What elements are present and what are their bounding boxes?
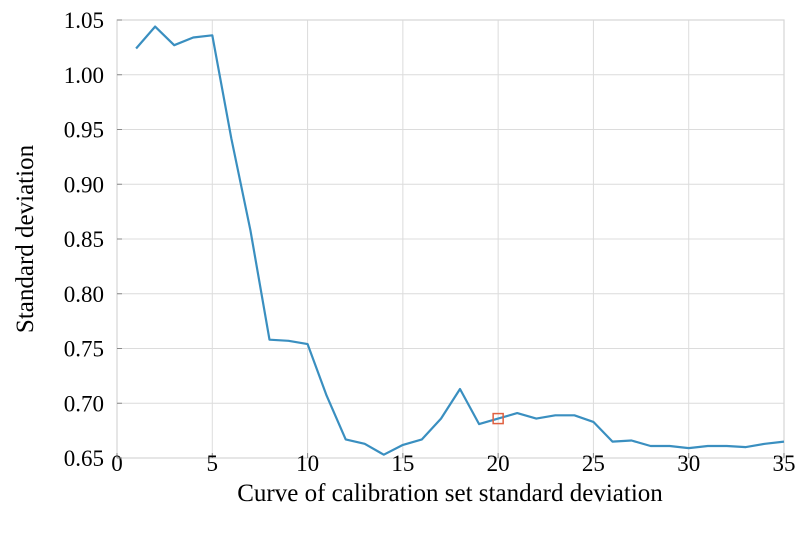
highlight-marker xyxy=(492,412,504,425)
x-axis-title: Curve of calibration set standard deviat… xyxy=(237,480,663,507)
x-tick-label: 20 xyxy=(487,451,510,476)
y-tick-label: 1.00 xyxy=(64,63,104,88)
y-tick-label: 0.65 xyxy=(64,446,104,471)
y-tick-label: 0.85 xyxy=(64,227,104,252)
x-tick-label: 5 xyxy=(207,451,219,476)
grid-lines xyxy=(117,20,784,458)
y-tick-label: 1.05 xyxy=(64,8,104,33)
x-axis-ticks: 0 5 10 15 20 25 30 35 xyxy=(111,451,795,476)
series-group xyxy=(135,25,785,456)
series-line xyxy=(135,25,785,456)
x-tick-label: 25 xyxy=(582,451,605,476)
x-tick-label: 30 xyxy=(677,451,700,476)
x-tick-label: 10 xyxy=(296,451,319,476)
x-tick-label: 15 xyxy=(391,451,414,476)
x-tick-label: 0 xyxy=(111,451,123,476)
y-tick-label: 0.70 xyxy=(64,391,104,416)
y-tick-label: 0.80 xyxy=(64,282,104,307)
annotations-group xyxy=(492,412,504,425)
y-axis-title: Standard deviation xyxy=(12,144,39,333)
y-axis-ticks: 0.65 0.70 0.75 0.80 0.85 0.90 0.95 1.00 1.05 xyxy=(64,8,122,471)
y-tick-label: 0.95 xyxy=(64,118,104,143)
x-tick-label: 35 xyxy=(773,451,796,476)
y-tick-label: 0.75 xyxy=(64,337,104,362)
y-tick-label: 0.90 xyxy=(64,172,104,197)
